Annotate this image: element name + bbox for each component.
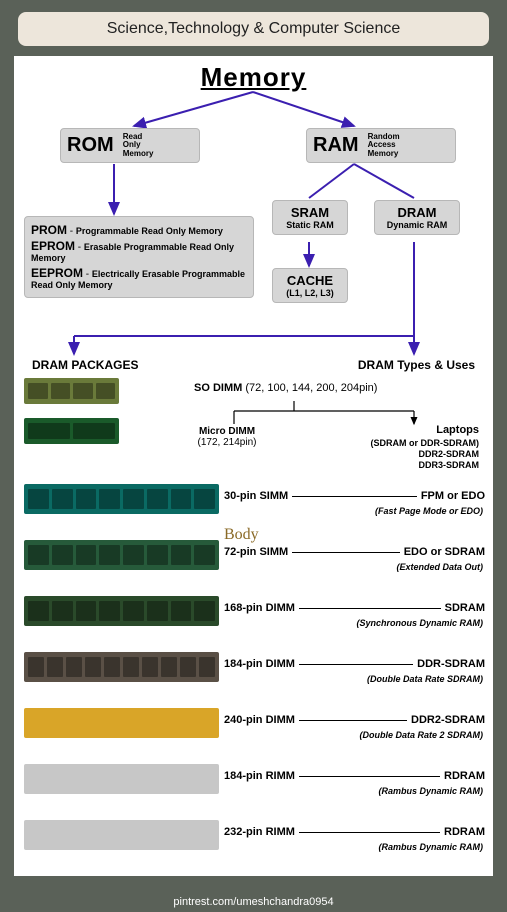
module-row-text: 184-pin DIMMDDR-SDRAM <box>224 658 485 670</box>
laptops-l1: (SDRAM or DDR-SDRAM) <box>329 438 479 449</box>
rom-node: ROM Read Only Memory <box>60 128 200 163</box>
micro-dimm-block: Micro DIMM (172, 214pin) <box>182 426 272 448</box>
prom-row: EEPROM - Electrically Erasable Programma… <box>31 266 247 291</box>
body-watermark: Body <box>224 526 259 544</box>
module-row-text: 72-pin SIMMEDO or SDRAM <box>224 546 485 558</box>
module-row-sub: (Rambus Dynamic RAM) <box>378 842 483 852</box>
sram-node: SRAM Static RAM <box>272 200 348 235</box>
cache-sub: (L1, L2, L3) <box>279 288 341 298</box>
module-row-sub: (Rambus Dynamic RAM) <box>378 786 483 796</box>
module-row-text: 30-pin SIMMFPM or EDO <box>224 490 485 502</box>
rom-label: ROM <box>67 134 114 157</box>
memory-module-small <box>24 418 119 444</box>
cache-label: CACHE <box>279 273 341 288</box>
module-row-sub: (Extended Data Out) <box>396 562 483 572</box>
dram-label: DRAM <box>381 205 453 220</box>
memory-module <box>24 596 219 626</box>
micro-label: Micro DIMM <box>182 426 272 437</box>
module-row-text: 168-pin DIMMSDRAM <box>224 602 485 614</box>
module-row-sub: (Synchronous Dynamic RAM) <box>356 618 483 628</box>
laptops-l3: DDR3-SDRAM <box>329 460 479 471</box>
memory-module <box>24 820 219 850</box>
module-row-text: 240-pin DIMMDDR2-SDRAM <box>224 714 485 726</box>
dram-node: DRAM Dynamic RAM <box>374 200 460 235</box>
sodimm-label: SO DIMM <box>194 382 242 394</box>
memory-module <box>24 764 219 794</box>
module-row-text: 232-pin RIMMRDRAM <box>224 826 485 838</box>
ram-sub: Random Access Memory <box>368 133 400 158</box>
memory-module <box>24 540 219 570</box>
header-pill: Science,Technology & Computer Science <box>18 12 489 46</box>
prom-row: PROM - Programmable Read Only Memory <box>31 223 247 237</box>
prom-list-node: PROM - Programmable Read Only Memory EPRO… <box>24 216 254 298</box>
infographic-card: Memory ROM Rea <box>14 56 493 876</box>
memory-module <box>24 652 219 682</box>
laptops-title: Laptops <box>329 424 479 438</box>
ram-label: RAM <box>313 134 359 157</box>
main-title: Memory <box>14 56 493 93</box>
sodimm-line: SO DIMM (72, 100, 144, 200, 204pin) <box>194 382 377 394</box>
cache-node: CACHE (L1, L2, L3) <box>272 268 348 303</box>
module-row-sub: (Double Data Rate SDRAM) <box>367 674 483 684</box>
header-title: Science,Technology & Computer Science <box>107 20 401 37</box>
sram-label: SRAM <box>279 205 341 220</box>
micro-detail: (172, 214pin) <box>182 437 272 448</box>
memory-module <box>24 484 219 514</box>
memory-module <box>24 708 219 738</box>
module-row-sub: (Fast Page Mode or EDO) <box>375 506 483 516</box>
section-right: DRAM Types & Uses <box>358 358 475 372</box>
prom-row: EPROM - Erasable Programmable Read Only … <box>31 239 247 264</box>
footer-credit: pintrest.com/umeshchandra0954 <box>0 896 507 908</box>
module-row-text: 184-pin RIMMRDRAM <box>224 770 485 782</box>
memory-module-small <box>24 378 119 404</box>
rom-sub: Read Only Memory <box>123 133 154 158</box>
sram-sub: Static RAM <box>279 220 341 230</box>
footer-text: pintrest.com/umeshchandra0954 <box>173 896 333 908</box>
section-left: DRAM PACKAGES <box>32 358 138 372</box>
ram-node: RAM Random Access Memory <box>306 128 456 163</box>
module-row-sub: (Double Data Rate 2 SDRAM) <box>359 730 483 740</box>
dram-sub: Dynamic RAM <box>381 220 453 230</box>
laptops-block: Laptops (SDRAM or DDR-SDRAM) DDR2-SDRAM … <box>329 424 479 472</box>
sodimm-detail: (72, 100, 144, 200, 204pin) <box>245 382 377 394</box>
laptops-l2: DDR2-SDRAM <box>329 449 479 460</box>
